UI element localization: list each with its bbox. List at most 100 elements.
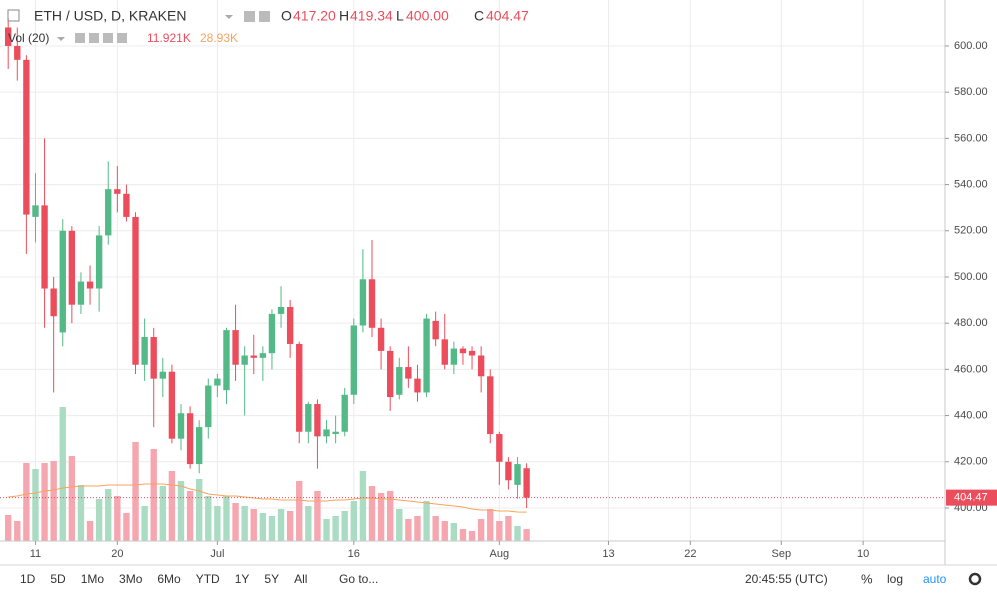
candle-body: [432, 320, 439, 340]
volume-bar: [514, 526, 521, 541]
volume-bar: [323, 519, 330, 541]
candle-body: [377, 327, 385, 351]
volume-bar: [477, 519, 485, 541]
volume-bar: [432, 516, 439, 541]
high-label: H: [339, 8, 349, 24]
candle-body: [514, 464, 521, 485]
candle-body: [205, 385, 212, 428]
y-tick-label: 500.00: [954, 271, 988, 283]
volume-bar: [441, 521, 448, 541]
x-tick-label: 10: [857, 548, 869, 560]
candle-body: [114, 189, 121, 194]
volume-bar: [332, 516, 339, 541]
symbol[interactable]: ETH / USD, D, KRAKEN: [34, 8, 186, 24]
hide-icon[interactable]: [89, 33, 99, 43]
clock: 20:45:55 (UTC): [745, 572, 828, 586]
range-button[interactable]: 5D: [50, 572, 66, 586]
candle-body: [159, 371, 166, 379]
candle-body: [5, 27, 12, 46]
range-button[interactable]: 3Mo: [119, 572, 143, 586]
volume-bar: [186, 491, 194, 541]
last-price-tag: [946, 489, 997, 506]
volume-bar: [159, 486, 166, 541]
volume-bar: [523, 529, 530, 541]
settings-gear[interactable]: [968, 572, 982, 586]
volume-value: 11.921K: [147, 31, 191, 45]
candle-body: [450, 348, 458, 365]
candle-body: [250, 355, 257, 358]
toolbar: 1D 5D 1Mo 3Mo 6Mo YTD 1Y 5Y All: [20, 572, 307, 586]
x-tick-label: Sep: [771, 548, 791, 560]
range-button[interactable]: 5Y: [264, 572, 279, 586]
collapse-icon[interactable]: [7, 9, 20, 22]
open-value: 417.20: [293, 8, 336, 24]
candle-body: [86, 281, 94, 289]
volume-bar: [414, 516, 421, 541]
dropdown-icon[interactable]: [225, 15, 233, 19]
add-icon[interactable]: [103, 33, 113, 43]
candle-body: [50, 288, 57, 317]
candle-body: [32, 205, 39, 217]
candle-body: [350, 325, 357, 395]
volume-title[interactable]: Vol (20): [8, 31, 49, 45]
hide-icon[interactable]: [259, 11, 270, 22]
volume-bar: [232, 503, 239, 541]
range-button[interactable]: 6Mo: [157, 572, 181, 586]
volume-bar: [286, 511, 294, 541]
settings-icon[interactable]: [75, 33, 85, 43]
y-tick-label: 460.00: [954, 363, 988, 375]
range-button[interactable]: 1D: [20, 572, 36, 586]
candle-body: [95, 235, 103, 289]
high-value: 419.34: [350, 8, 393, 24]
candle-body: [23, 59, 30, 215]
log-button[interactable]: log: [887, 572, 903, 586]
volume-bar: [177, 481, 185, 541]
range-button[interactable]: YTD: [196, 572, 220, 586]
candle-body: [296, 343, 303, 432]
candle-body: [186, 413, 194, 465]
volume-bar: [296, 481, 303, 541]
open-label: O: [281, 8, 292, 24]
range-button[interactable]: 1Y: [235, 572, 250, 586]
goto-button[interactable]: Go to...: [339, 572, 378, 586]
volume-bar: [196, 479, 203, 541]
candle-body: [241, 355, 248, 365]
volume-bar: [68, 456, 76, 541]
volume-bar: [50, 461, 57, 541]
volume-bar: [14, 521, 21, 541]
candle-body: [68, 230, 76, 305]
volume-bar: [168, 471, 176, 541]
volume-ma-value: 28.93K: [200, 31, 238, 45]
percent-button[interactable]: %: [861, 571, 873, 586]
y-tick-label: 600.00: [954, 40, 988, 52]
volume-bar: [141, 506, 148, 541]
axes: 400.00420.00440.00460.00480.00500.00520.…: [30, 40, 997, 560]
candle-body: [487, 376, 494, 435]
candle-body: [286, 306, 294, 344]
candle-body: [59, 230, 66, 333]
range-button[interactable]: All: [294, 572, 307, 586]
volume-bar: [505, 516, 512, 541]
candle-body: [405, 367, 412, 379]
volume-bar: [32, 469, 39, 541]
candle-body: [468, 350, 476, 356]
x-tick-label: 11: [30, 548, 41, 560]
range-button[interactable]: 1Mo: [81, 572, 105, 586]
volume-bar: [123, 513, 130, 541]
volume-bar: [23, 463, 30, 541]
volume-bar: [77, 485, 85, 541]
dropdown-icon[interactable]: [57, 37, 65, 41]
candle-body: [341, 394, 348, 432]
volume-bar: [496, 521, 503, 541]
settings-icon[interactable]: [244, 11, 255, 22]
candle-body: [459, 348, 467, 354]
y-tick-label: 580.00: [954, 86, 988, 98]
candle-body: [214, 378, 221, 386]
candle-body: [196, 427, 203, 465]
auto-button[interactable]: auto: [923, 572, 947, 586]
candle-body: [423, 318, 430, 393]
candle-body: [414, 378, 421, 393]
candle-body: [496, 434, 503, 462]
remove-icon[interactable]: [117, 33, 127, 43]
candle-body: [368, 279, 376, 328]
